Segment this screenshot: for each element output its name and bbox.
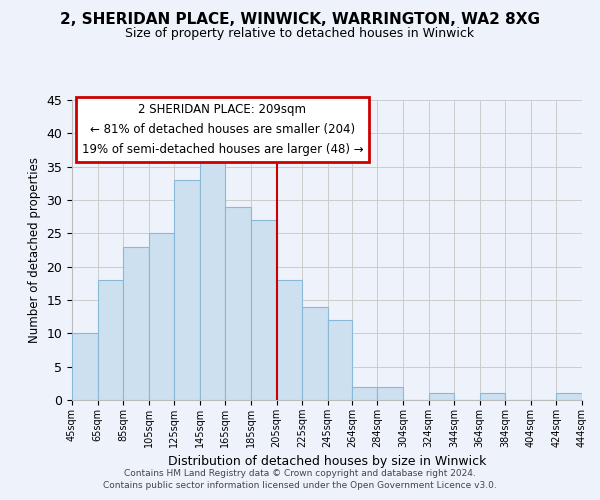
Text: 2, SHERIDAN PLACE, WINWICK, WARRINGTON, WA2 8XG: 2, SHERIDAN PLACE, WINWICK, WARRINGTON, … [60,12,540,28]
Text: 2 SHERIDAN PLACE: 209sqm
← 81% of detached houses are smaller (204)
19% of semi-: 2 SHERIDAN PLACE: 209sqm ← 81% of detach… [82,103,363,156]
Bar [72,334,98,400]
Bar [123,246,149,400]
Bar [200,154,226,400]
Bar [98,280,123,400]
Bar [149,234,174,400]
Text: Contains HM Land Registry data © Crown copyright and database right 2024.: Contains HM Land Registry data © Crown c… [124,468,476,477]
Bar [377,386,403,400]
Bar [556,394,582,400]
Bar [226,206,251,400]
Text: Contains public sector information licensed under the Open Government Licence v3: Contains public sector information licen… [103,481,497,490]
Bar [174,180,200,400]
Text: Size of property relative to detached houses in Winwick: Size of property relative to detached ho… [125,28,475,40]
Bar [480,394,505,400]
Bar [251,220,277,400]
Bar [352,386,377,400]
Bar [302,306,328,400]
X-axis label: Distribution of detached houses by size in Winwick: Distribution of detached houses by size … [168,456,486,468]
Bar [328,320,352,400]
Bar [277,280,302,400]
Bar [428,394,454,400]
Y-axis label: Number of detached properties: Number of detached properties [28,157,41,343]
